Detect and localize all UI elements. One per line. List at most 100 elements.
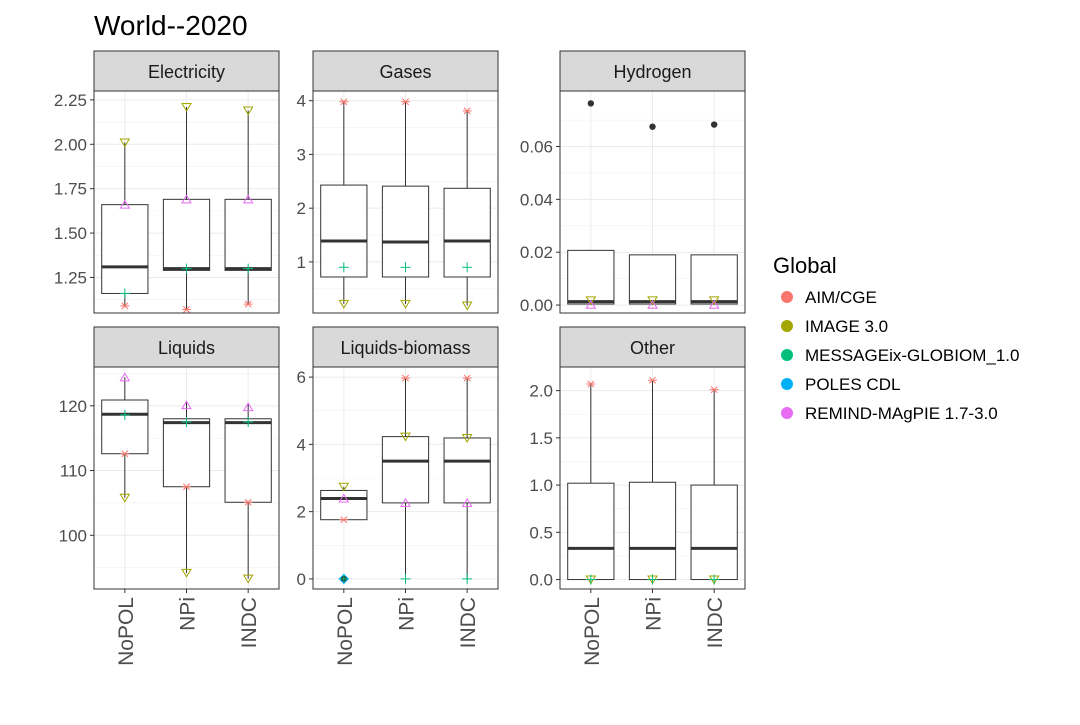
- point-marker-asterisk: [401, 98, 410, 106]
- point-marker-plus: [709, 574, 720, 585]
- facet-strip: [93, 50, 280, 92]
- point-marker-asterisk: [709, 386, 719, 394]
- legend-label: POLES CDL: [805, 375, 900, 394]
- y-tick-label: 0.04: [520, 190, 553, 209]
- box-body: [628, 254, 677, 305]
- box-body: [101, 399, 149, 455]
- marker-stroke: [587, 380, 595, 388]
- marker-stroke: [463, 107, 471, 115]
- facet-panel: Electricity 1.25 1.50 1.75 2.00 2.25: [54, 50, 280, 314]
- point-marker-triangle-down: [242, 106, 254, 116]
- box-NoPOL: [567, 384, 615, 581]
- y-tick-label: 2.0: [529, 382, 553, 401]
- facet-panel: Other 0.0 0.5 1.0 1.5 2.0 NoPOL NPi INDC: [529, 326, 746, 666]
- facet-panels: Electricity1.251.501.752.002.25Gases1234…: [54, 50, 746, 666]
- box-INDC: [690, 389, 738, 581]
- y-tick-label: 2.25: [54, 91, 87, 110]
- x-tick-label: NPi: [396, 597, 419, 631]
- facet-panel: Hydrogen 0.00 0.02 0.04 0.06: [520, 50, 746, 315]
- y-tick-label: 1.50: [54, 224, 87, 243]
- point-marker-plus: [462, 573, 473, 584]
- marker-shape: [400, 299, 411, 309]
- y-tick-label: 2.00: [54, 135, 87, 154]
- point-marker-asterisk: [462, 107, 472, 115]
- point-marker-triangle-up: [181, 194, 192, 204]
- legend-swatch: [781, 291, 793, 303]
- marker-shape: [242, 106, 254, 116]
- point-marker-triangle-up: [181, 400, 192, 410]
- marker-shape: [708, 299, 720, 309]
- marker-shape: [338, 482, 350, 492]
- y-tick-label: 4: [297, 92, 306, 111]
- y-tick-label: 0.00: [520, 296, 553, 315]
- chart-title: World--2020: [94, 10, 248, 41]
- point-marker-triangle-up: [119, 372, 131, 382]
- point-marker-triangle-down: [119, 493, 131, 503]
- marker-shape: [242, 402, 254, 412]
- marker-shape: [461, 301, 473, 311]
- y-tick-label: 1: [297, 253, 306, 272]
- box-NPi: [628, 380, 677, 581]
- point-marker-plus: [647, 574, 658, 585]
- marker-shape: [461, 497, 473, 507]
- y-tick-label: 1.25: [54, 268, 87, 287]
- point-marker-asterisk: [120, 302, 130, 310]
- marker-stroke: [244, 300, 252, 308]
- box-body: [443, 437, 491, 504]
- marker-stroke: [340, 516, 348, 524]
- point-marker-asterisk: [586, 380, 596, 388]
- marker-stroke: [244, 498, 252, 506]
- point-marker-asterisk: [648, 376, 657, 384]
- box-body: [381, 185, 430, 278]
- facet-strip-label: Hydrogen: [613, 62, 691, 82]
- point-marker-plus: [400, 573, 411, 584]
- y-tick-label: 1.5: [529, 429, 553, 448]
- marker-shape: [461, 433, 473, 443]
- marker-shape: [181, 568, 192, 578]
- point-marker-asterisk: [243, 498, 253, 506]
- marker-shape: [181, 194, 192, 204]
- marker-shape: [338, 493, 350, 503]
- box-INDC: [224, 403, 272, 579]
- marker-stroke: [648, 376, 657, 384]
- point-marker-triangle-up: [242, 194, 254, 204]
- y-tick-label: 110: [60, 462, 87, 481]
- box-body: [162, 198, 211, 271]
- marker-shape: [181, 400, 192, 410]
- point-marker-triangle-up: [585, 299, 597, 309]
- panel-border: [93, 90, 280, 314]
- y-tick-label: 100: [59, 526, 87, 545]
- box-INDC: [690, 254, 738, 306]
- point-marker-triangle-down: [647, 296, 658, 306]
- point-marker-plus: [119, 288, 130, 299]
- legend-item: MESSAGEix-GLOBIOM_1.0: [781, 346, 1019, 365]
- marker-stroke: [401, 374, 410, 382]
- facet-panel: Gases 1 2 3 4: [297, 50, 499, 314]
- legend: Global AIM/CGE IMAGE 3.0 MESSAGEix-GLOBIOM…: [773, 253, 1019, 423]
- y-tick-label: 0: [297, 570, 306, 589]
- y-tick-label: 0.0: [529, 571, 553, 590]
- point-marker-asterisk: [401, 374, 410, 382]
- y-tick-label: 1.0: [529, 476, 553, 495]
- box-NPi: [381, 101, 430, 304]
- marker-stroke: [182, 483, 191, 491]
- marker-stroke: [463, 374, 471, 382]
- point-marker-plus: [585, 574, 596, 585]
- legend-label: MESSAGEix-GLOBIOM_1.0: [805, 346, 1019, 365]
- x-tick-label: INDC: [704, 597, 727, 648]
- outlier-point: [710, 121, 718, 128]
- outlier-point: [649, 123, 656, 130]
- point-marker-plus: [462, 262, 473, 273]
- facet-strip-label: Liquids-biomass: [340, 338, 470, 358]
- legend-title: Global: [773, 253, 837, 278]
- marker-shape: [400, 432, 411, 442]
- legend-item: IMAGE 3.0: [781, 317, 888, 336]
- point-marker-plus: [338, 262, 349, 273]
- box-body: [320, 184, 368, 278]
- marker-shape: [181, 102, 192, 112]
- y-tick-label: 2: [297, 503, 306, 522]
- box-NPi: [381, 378, 430, 579]
- marker-stroke: [182, 305, 191, 313]
- facet-strip-label: Electricity: [148, 62, 225, 82]
